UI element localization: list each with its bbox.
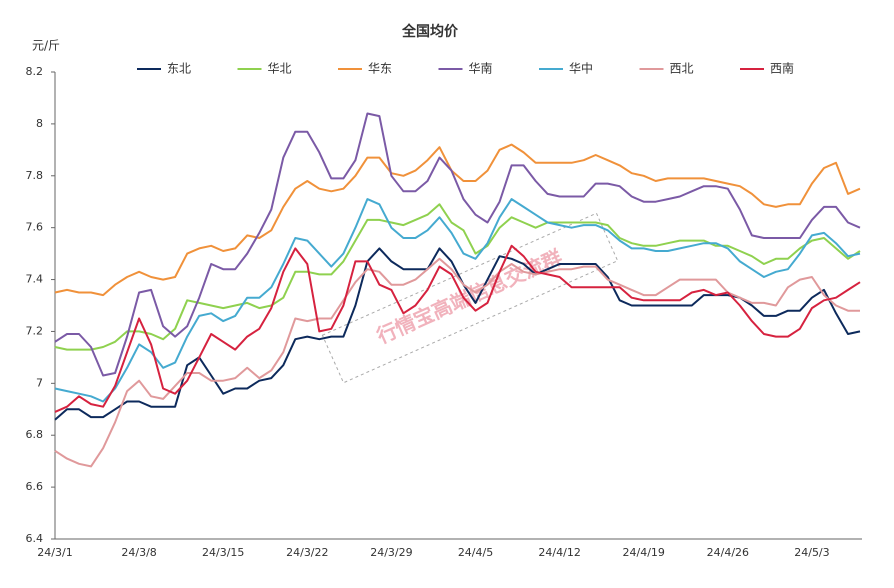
x-tick-label: 24/4/19 [623, 546, 665, 559]
line-series [54, 257, 860, 468]
x-tick-label: 24/3/22 [286, 546, 328, 559]
y-tick-label: 7 [36, 376, 43, 389]
x-tick-label: 24/4/26 [707, 546, 749, 559]
y-tick-label: 8 [36, 117, 43, 130]
y-tick-label: 7.2 [26, 324, 44, 337]
line-series [54, 143, 861, 297]
line-series [54, 198, 861, 403]
x-tick-label: 24/3/15 [202, 546, 244, 559]
x-tick-label: 24/4/5 [458, 546, 493, 559]
y-tick-label: 7.4 [26, 273, 44, 286]
line-series [54, 247, 861, 421]
legend-label: 华中 [569, 61, 593, 76]
y-tick-label: 6.6 [26, 480, 44, 493]
y-tick-label: 7.8 [26, 169, 44, 182]
line-series [54, 244, 861, 413]
legend-label: 东北 [167, 62, 191, 76]
legend-label: 华南 [469, 61, 493, 76]
line-series [54, 203, 861, 351]
x-tick-label: 24/3/1 [37, 546, 72, 559]
y-tick-label: 6.8 [26, 428, 44, 441]
legend-label: 华东 [368, 62, 392, 76]
x-tick-label: 24/3/8 [121, 546, 156, 559]
line-series [54, 112, 861, 377]
legend-label: 华北 [268, 62, 292, 76]
x-tick-label: 24/5/3 [794, 546, 829, 559]
x-tick-label: 24/4/12 [538, 546, 580, 559]
y-tick-label: 6.4 [26, 532, 44, 545]
y-axis-label: 元/斤 [32, 39, 60, 53]
watermark: 行情宝高端信息交流群 [321, 212, 619, 384]
y-tick-label: 7.6 [26, 221, 44, 234]
legend-label: 西北 [670, 62, 694, 76]
x-tick-label: 24/3/29 [370, 546, 412, 559]
legend-label: 西南 [770, 61, 794, 76]
y-tick-label: 8.2 [26, 65, 44, 78]
chart-title: 全国均价 [401, 23, 459, 40]
